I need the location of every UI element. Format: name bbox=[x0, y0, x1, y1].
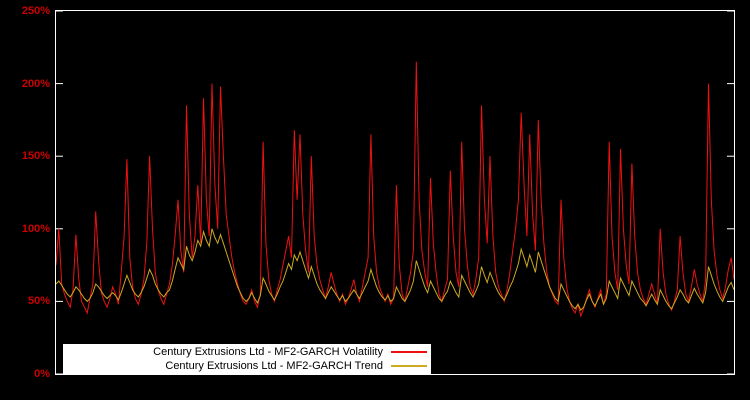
legend-line-sample-trend bbox=[391, 365, 427, 367]
y-tick-label: 250% bbox=[21, 5, 50, 17]
legend-row-volatility: Century Extrusions Ltd - MF2-GARCH Volat… bbox=[67, 346, 427, 359]
series-line-volatility bbox=[56, 61, 734, 318]
legend-label-trend: Century Extrusions Ltd - MF2-GARCH Trend bbox=[165, 360, 383, 372]
plot-frame bbox=[55, 10, 735, 375]
legend-line-sample-volatility bbox=[391, 351, 427, 353]
y-tick-label: 200% bbox=[21, 77, 50, 90]
plot-area bbox=[56, 11, 734, 374]
y-tick-label: 150% bbox=[21, 150, 50, 163]
y-tick-label: 0% bbox=[34, 368, 50, 380]
y-tick-label: 50% bbox=[27, 295, 50, 308]
legend: Century Extrusions Ltd - MF2-GARCH Volat… bbox=[63, 344, 431, 374]
y-tick-label: 100% bbox=[21, 222, 50, 235]
legend-row-trend: Century Extrusions Ltd - MF2-GARCH Trend bbox=[67, 360, 427, 373]
legend-label-volatility: Century Extrusions Ltd - MF2-GARCH Volat… bbox=[153, 346, 383, 358]
series-line-trend bbox=[56, 228, 734, 311]
